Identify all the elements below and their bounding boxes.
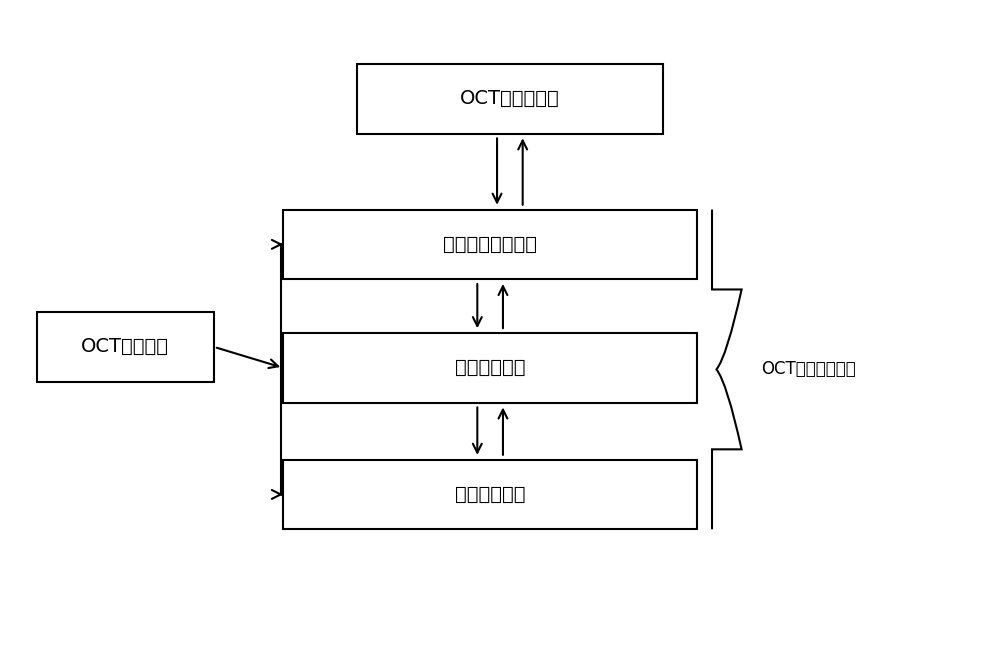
Text: OCT探测系统: OCT探测系统 <box>81 338 169 356</box>
Bar <box>357 64 663 133</box>
Text: 分类定性模块: 分类定性模块 <box>455 358 525 377</box>
Text: OCT图像数据库: OCT图像数据库 <box>460 89 560 108</box>
Bar <box>37 312 214 382</box>
Bar <box>283 459 697 529</box>
Bar <box>283 333 697 402</box>
Text: OCT图像处理系统: OCT图像处理系统 <box>761 360 856 378</box>
Text: 图像特征提取模块: 图像特征提取模块 <box>443 235 537 254</box>
Bar <box>283 210 697 280</box>
Text: 边界定位模块: 边界定位模块 <box>455 485 525 504</box>
